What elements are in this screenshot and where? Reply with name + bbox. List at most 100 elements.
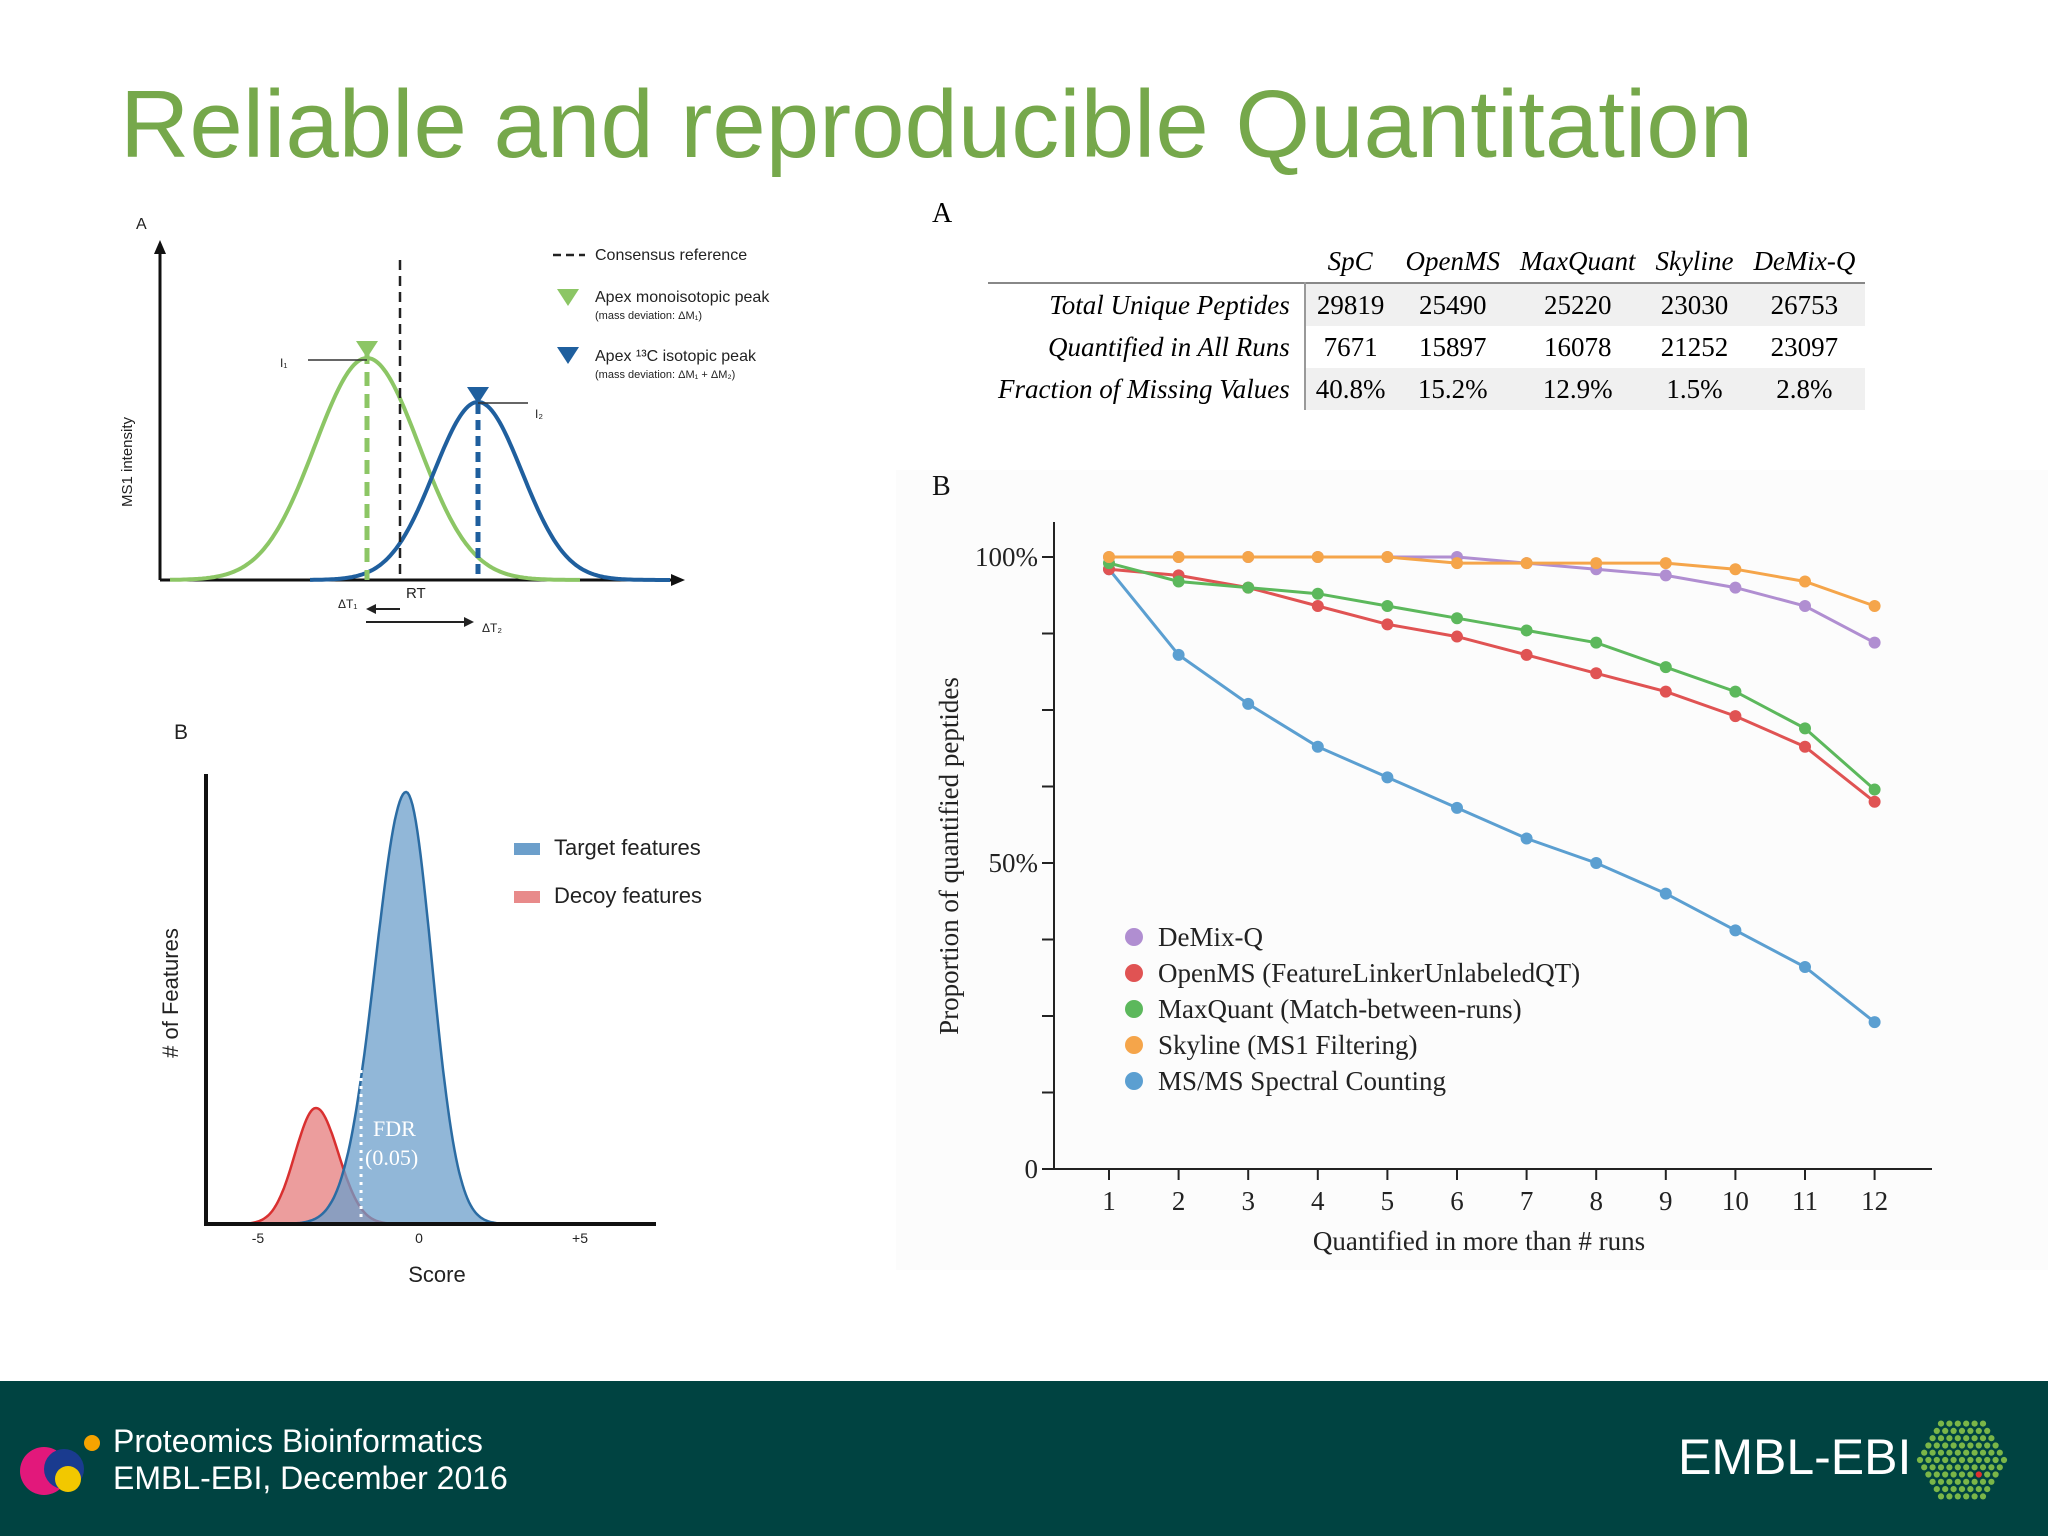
- data-point: [1659, 557, 1672, 570]
- logo-dot: [1958, 1456, 1966, 1464]
- data-point: [1242, 551, 1255, 563]
- table-cell: 40.8%: [1304, 368, 1396, 410]
- logo-dot: [1979, 1464, 1987, 1471]
- logo-dot: [1942, 1427, 1949, 1434]
- proteomics-logo: [20, 1435, 100, 1495]
- logo-dot: [1937, 1435, 1945, 1442]
- data-point: [1451, 612, 1463, 625]
- score-tick-0: 0: [415, 1230, 423, 1246]
- logo-dot: [1988, 1435, 1995, 1442]
- logo-dot: [1984, 1442, 1991, 1449]
- x-tick-label: 10: [1722, 1186, 1749, 1216]
- row-header: Quantified in All Runs: [988, 326, 1306, 368]
- logo-dot: [1933, 1471, 1940, 1478]
- data-point: [1868, 783, 1881, 796]
- y-tick-label: 0: [1025, 1154, 1039, 1184]
- data-point: [1590, 667, 1603, 680]
- legend-marker: [1125, 1072, 1143, 1090]
- score-y-axis-label: # of Features: [158, 928, 183, 1058]
- fdr-value-label: (0.05): [365, 1145, 418, 1170]
- legend-iso-sublabel: (mass deviation: ΔM₁ + ΔM₂): [595, 369, 735, 381]
- table-row: Quantified in All Runs 7671 15897 16078 …: [988, 326, 1865, 368]
- line-series-group: [1103, 551, 1881, 1029]
- logo-dot: [1946, 1420, 1953, 1427]
- table-panel-label: A: [932, 198, 953, 229]
- column-header: MaxQuant: [1519, 245, 1636, 276]
- logo-dot: [1933, 1486, 1940, 1493]
- dt1-label: ΔT₁: [338, 597, 357, 611]
- x-tick-label: 6: [1450, 1186, 1464, 1216]
- dt2-label: ΔT₂: [482, 621, 502, 635]
- score-tick-neg5: -5: [252, 1230, 265, 1246]
- data-point: [1799, 599, 1811, 612]
- table-cell: 23030: [1645, 282, 1744, 326]
- logo-dot: [1967, 1442, 1974, 1449]
- diagram-y-arrow: [154, 240, 166, 254]
- data-point: [1242, 581, 1255, 594]
- table-cell: 29819: [1304, 282, 1396, 326]
- logo-dot: [1954, 1449, 1961, 1456]
- logo-dot: [1971, 1420, 1978, 1427]
- logo-dot: [1937, 1420, 1945, 1427]
- monoisotopic-apex-marker: [356, 341, 378, 358]
- logo-dot: [1971, 1464, 1978, 1471]
- table-cell: 16078: [1543, 331, 1612, 362]
- logo-dot: [1942, 1471, 1949, 1478]
- x-tick-label: 1: [1102, 1186, 1116, 1216]
- data-point: [1590, 857, 1603, 869]
- isotopic-peak-curve: [310, 399, 670, 582]
- logo-dot: [1950, 1486, 1957, 1493]
- logo-dot: [1925, 1442, 1932, 1449]
- embl-ebi-wordmark: EMBL-EBI: [1678, 1429, 1912, 1485]
- logo-dot: [1975, 1427, 1982, 1434]
- logo-dot: [1946, 1493, 1953, 1500]
- data-point: [1799, 961, 1811, 974]
- column-header: SpC: [1327, 245, 1373, 276]
- line-legend: DeMix-Q OpenMS (FeatureLinkerUnlabeledQT)…: [1125, 922, 1580, 1096]
- logo-dot: [1988, 1478, 1995, 1485]
- legend-iso-label: Apex ¹³C isotopic peak: [595, 348, 757, 365]
- logo-dot: [1925, 1456, 1932, 1464]
- data-point: [1381, 771, 1394, 784]
- logo-dot: [1963, 1420, 1970, 1427]
- data-point: [1659, 569, 1672, 582]
- y-tick-label: 100%: [975, 542, 1038, 572]
- slide-title: Reliable and reproducible Quantitation: [120, 71, 1754, 178]
- logo-dot: [1950, 1442, 1957, 1449]
- logo-dot: [1954, 1435, 1961, 1442]
- data-point: [1311, 740, 1324, 753]
- logo-dot: [1979, 1420, 1987, 1427]
- x-tick-label: 3: [1241, 1186, 1255, 1216]
- data-point: [1520, 648, 1533, 661]
- logo-dot: [1942, 1442, 1949, 1449]
- table-cell: 15.2%: [1395, 368, 1510, 410]
- data-point: [1799, 575, 1811, 588]
- data-point: [1659, 685, 1672, 698]
- logo-dot: [1921, 1449, 1928, 1456]
- logo-dot: [1954, 1420, 1961, 1427]
- data-point: [1451, 801, 1463, 814]
- logo-dot: [1946, 1435, 1953, 1442]
- x-tick-label: 9: [1659, 1186, 1673, 1216]
- logo-dot: [1963, 1493, 1970, 1500]
- data-point: [1590, 636, 1603, 649]
- quantified-peptides-chart: B Proportion of quantified peptides Quan…: [896, 470, 2048, 1270]
- peak-diagram: A MS1 intensity I₁ I₂ RT ΔT₁ ΔT₂ Consens…: [119, 216, 770, 635]
- logo-dot: [1942, 1456, 1949, 1464]
- i2-label: I₂: [535, 407, 543, 421]
- data-point: [1451, 630, 1463, 643]
- logo-dot: [1950, 1471, 1957, 1478]
- score-x-axis-label: Score: [408, 1262, 465, 1287]
- logo-dot: [1967, 1486, 1974, 1493]
- logo-dot: [1979, 1493, 1987, 1500]
- table-cell: 15897: [1418, 331, 1487, 362]
- series-line: [1107, 568, 1876, 1024]
- isotopic-apex-marker: [467, 387, 489, 404]
- i1-label: I₁: [280, 356, 287, 370]
- data-point: [1659, 661, 1672, 674]
- line-x-axis-label: Quantified in more than # runs: [1313, 1226, 1645, 1256]
- table-cell: 25490: [1395, 282, 1510, 326]
- logo-dot: [1921, 1464, 1928, 1471]
- logo-dot: [1971, 1449, 1978, 1456]
- data-point: [1799, 740, 1811, 753]
